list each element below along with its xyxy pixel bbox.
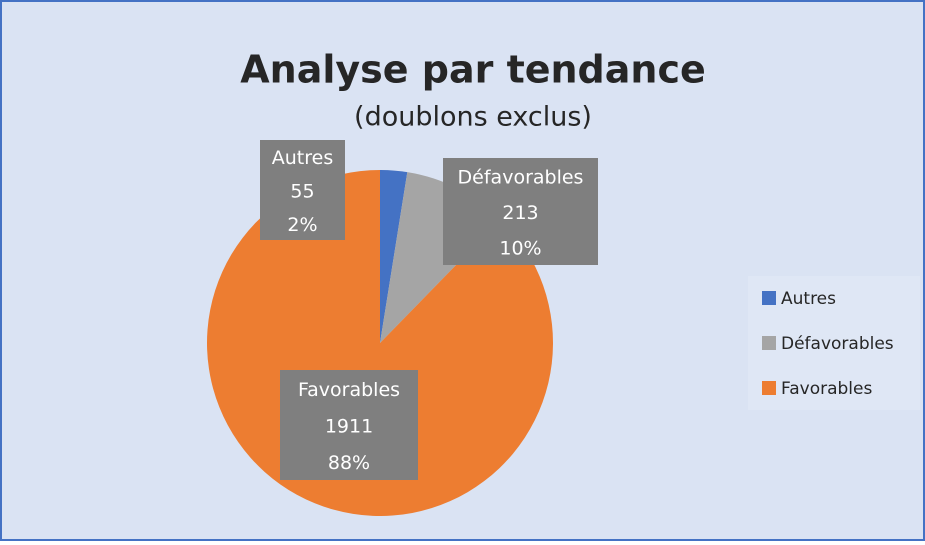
data-label-value: 1911	[325, 416, 373, 438]
chart-subtitle: (doublons exclus)	[354, 102, 592, 133]
data-label-box	[443, 158, 598, 265]
data-label-category: Défavorables	[458, 166, 584, 188]
data-label-value: 213	[502, 202, 538, 224]
legend-label: Autres	[781, 289, 836, 309]
chart-title: Analyse par tendance	[240, 48, 706, 92]
data-label-category: Autres	[272, 147, 333, 169]
pie-slice	[380, 170, 408, 343]
legend-swatch	[762, 291, 776, 305]
data-label-value: 55	[290, 181, 314, 203]
legend-label: Favorables	[781, 379, 872, 399]
legend-swatch	[762, 381, 776, 395]
data-label-box	[260, 140, 345, 240]
data-label-percent: 10%	[499, 238, 541, 260]
data-label-percent: 88%	[328, 452, 370, 474]
data-label-percent: 2%	[287, 214, 317, 236]
legend-label: Défavorables	[781, 334, 894, 354]
data-label-box	[280, 370, 418, 480]
data-label-category: Favorables	[298, 379, 400, 401]
legend-box	[748, 276, 920, 410]
legend-swatch	[762, 336, 776, 350]
